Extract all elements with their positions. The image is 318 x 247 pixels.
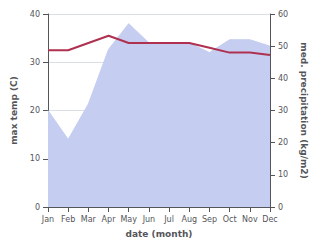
svg-text:30: 30 bbox=[278, 106, 288, 115]
svg-text:0: 0 bbox=[35, 203, 40, 212]
svg-text:20: 20 bbox=[30, 106, 40, 115]
svg-text:20: 20 bbox=[278, 138, 288, 147]
svg-text:Jan: Jan bbox=[41, 215, 54, 224]
svg-text:date (month): date (month) bbox=[126, 229, 193, 239]
svg-text:Oct: Oct bbox=[223, 215, 237, 224]
svg-text:Jun: Jun bbox=[142, 215, 156, 224]
svg-text:Apr: Apr bbox=[102, 215, 117, 224]
svg-text:40: 40 bbox=[30, 10, 40, 19]
svg-text:med. precipitation (kg/m2): med. precipitation (kg/m2) bbox=[299, 42, 309, 178]
svg-text:max temp (C): max temp (C) bbox=[9, 76, 19, 145]
svg-text:0: 0 bbox=[278, 203, 283, 212]
svg-text:May: May bbox=[120, 215, 137, 224]
svg-text:Jul: Jul bbox=[163, 215, 174, 224]
svg-text:Sep: Sep bbox=[202, 215, 217, 224]
svg-text:50: 50 bbox=[278, 42, 288, 51]
svg-text:Aug: Aug bbox=[181, 215, 197, 224]
svg-text:Dec: Dec bbox=[262, 215, 277, 224]
svg-text:30: 30 bbox=[30, 58, 40, 67]
svg-text:40: 40 bbox=[278, 74, 288, 83]
svg-text:Mar: Mar bbox=[81, 215, 97, 224]
svg-text:Nov: Nov bbox=[242, 215, 258, 224]
svg-text:60: 60 bbox=[278, 10, 288, 19]
svg-text:10: 10 bbox=[30, 154, 40, 163]
svg-text:Feb: Feb bbox=[61, 215, 75, 224]
svg-text:10: 10 bbox=[278, 170, 288, 179]
